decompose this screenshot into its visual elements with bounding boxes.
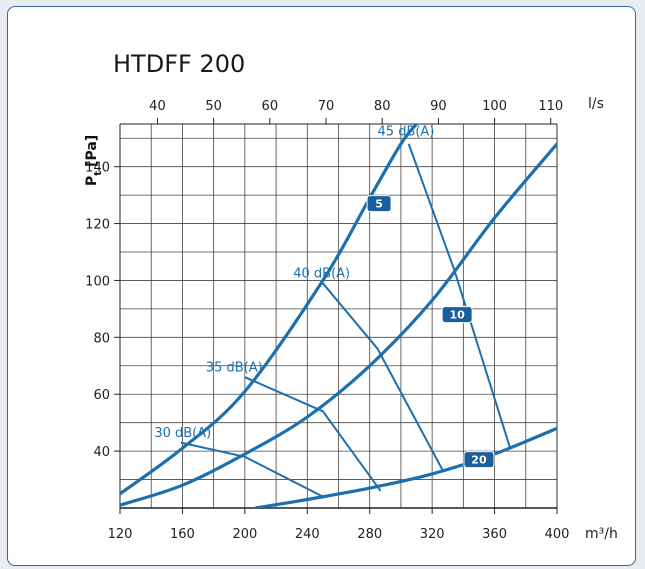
x-tick-label: 280 bbox=[357, 527, 382, 542]
x-tick-label: 320 bbox=[420, 527, 445, 542]
y-tick-label: 80 bbox=[93, 331, 110, 346]
y-axis-label: Pt [Pa] bbox=[84, 135, 104, 186]
x-tick-label: 160 bbox=[170, 527, 195, 542]
y-tick-label: 140 bbox=[85, 161, 110, 176]
system-curves bbox=[120, 124, 557, 508]
sound-line bbox=[180, 441, 324, 498]
y-axis-label-unit: [Pa] bbox=[84, 135, 100, 167]
badge-box bbox=[441, 306, 473, 324]
chart-card bbox=[7, 6, 636, 566]
db-labels: 45 dB(A) 40 dB(A) 35 dB(A) 30 dB(A) bbox=[154, 124, 434, 441]
x2-axis-unit: l/s bbox=[588, 96, 604, 112]
badge-box bbox=[463, 451, 495, 469]
x2-tick-label: 110 bbox=[538, 99, 563, 114]
sound-line bbox=[407, 143, 512, 449]
x2-tick-label: 100 bbox=[482, 99, 507, 114]
x-tick-label: 200 bbox=[232, 527, 257, 542]
x2-tick-label: 60 bbox=[262, 99, 279, 114]
svg-text:Pt[Pa]: Pt [Pa] bbox=[84, 135, 104, 186]
y-tick-label: 100 bbox=[85, 274, 110, 289]
x-axis-unit: m³/h bbox=[585, 526, 618, 542]
x-tick-label: 360 bbox=[482, 527, 507, 542]
x2-tick-label: 40 bbox=[149, 99, 166, 114]
sound-line bbox=[322, 282, 444, 472]
db-label: 30 dB(A) bbox=[154, 426, 211, 441]
system-curve bbox=[120, 124, 419, 496]
system-curve bbox=[254, 426, 557, 508]
y-tick-label: 120 bbox=[85, 218, 110, 233]
tick-labels: 120 160 200 240 280 320 360 400 40 50 60 70 80 90 100 1… bbox=[85, 99, 569, 542]
x2-tick-label: 70 bbox=[318, 99, 335, 114]
db-label: 35 dB(A) bbox=[206, 360, 263, 375]
curve-badges: 5 10 20 bbox=[366, 195, 495, 469]
sound-lines bbox=[180, 143, 512, 498]
y-tick-label: 40 bbox=[93, 445, 110, 460]
x2-tick-label: 50 bbox=[205, 99, 222, 114]
curve-badge: 20 bbox=[463, 451, 495, 469]
db-label: 40 dB(A) bbox=[293, 267, 350, 282]
curve-badge: 5 bbox=[366, 195, 392, 213]
x2-tick-label: 80 bbox=[374, 99, 391, 114]
badge-label: 5 bbox=[375, 198, 383, 211]
chart-title: HTDFF 200 bbox=[113, 50, 245, 78]
badge-label: 20 bbox=[471, 454, 487, 467]
y-tick-label: 60 bbox=[93, 388, 110, 403]
grid bbox=[119, 123, 558, 509]
y-axis-label-sub: t bbox=[93, 171, 104, 176]
badge-box bbox=[366, 195, 392, 213]
x-tick-label: 400 bbox=[545, 527, 570, 542]
curve-badge: 10 bbox=[441, 306, 473, 324]
badge-label: 10 bbox=[449, 309, 465, 322]
y-axis-label-main: P bbox=[84, 176, 100, 186]
system-curve bbox=[120, 142, 557, 507]
x-tick-label: 120 bbox=[108, 527, 133, 542]
x-tick-label: 240 bbox=[295, 527, 320, 542]
x2-tick-label: 90 bbox=[430, 99, 447, 114]
db-label: 45 dB(A) bbox=[378, 124, 435, 139]
sound-line bbox=[244, 376, 382, 492]
